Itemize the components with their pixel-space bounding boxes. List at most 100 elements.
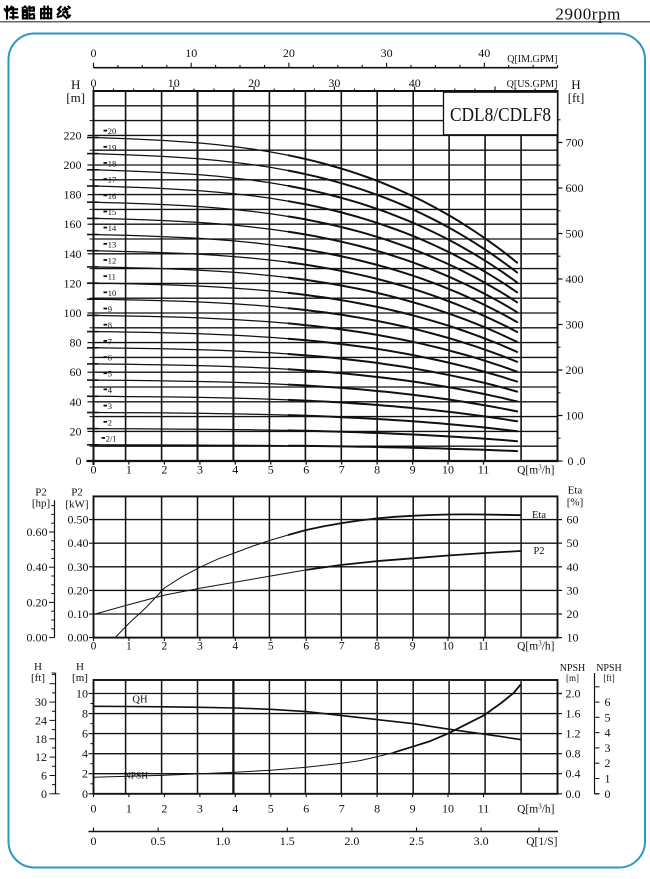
svg-text:[m]: [m] bbox=[66, 90, 85, 105]
svg-text:0: 0 bbox=[91, 76, 97, 90]
svg-text:0.40: 0.40 bbox=[27, 560, 48, 574]
svg-text:0 .0: 0 .0 bbox=[568, 454, 586, 468]
svg-text:P2: P2 bbox=[71, 487, 83, 499]
svg-text:NPSH: NPSH bbox=[124, 772, 148, 782]
svg-text:30: 30 bbox=[567, 583, 579, 597]
svg-text:3: 3 bbox=[197, 802, 203, 816]
svg-text:Q[m3/h]: Q[m3/h] bbox=[517, 803, 554, 816]
svg-text:80: 80 bbox=[70, 336, 82, 350]
svg-text:1.0: 1.0 bbox=[215, 834, 230, 848]
svg-text:5: 5 bbox=[268, 802, 274, 816]
svg-text:Q[m3/h]: Q[m3/h] bbox=[517, 464, 554, 477]
svg-text:[m]: [m] bbox=[72, 672, 88, 684]
svg-text:[hp]: [hp] bbox=[32, 498, 50, 510]
svg-text:NPSH: NPSH bbox=[596, 663, 622, 674]
svg-text:7: 7 bbox=[339, 802, 345, 816]
svg-text:9: 9 bbox=[108, 304, 112, 314]
svg-text:12: 12 bbox=[35, 750, 47, 764]
svg-text:20: 20 bbox=[108, 126, 117, 136]
svg-text:15: 15 bbox=[108, 207, 117, 217]
svg-text:7: 7 bbox=[339, 641, 345, 653]
svg-text:4: 4 bbox=[232, 641, 238, 653]
svg-text:1: 1 bbox=[126, 641, 132, 653]
svg-text:6: 6 bbox=[82, 727, 88, 741]
svg-text:1.2: 1.2 bbox=[566, 727, 581, 741]
svg-text:140: 140 bbox=[64, 247, 82, 261]
svg-text:4: 4 bbox=[82, 747, 88, 761]
svg-text:120: 120 bbox=[64, 276, 82, 290]
svg-text:0.20: 0.20 bbox=[27, 595, 48, 609]
svg-text:18: 18 bbox=[108, 158, 117, 168]
svg-text:11: 11 bbox=[478, 463, 490, 477]
svg-text:30: 30 bbox=[328, 76, 340, 90]
svg-text:20: 20 bbox=[283, 46, 295, 60]
svg-text:6: 6 bbox=[605, 695, 611, 709]
svg-text:600: 600 bbox=[566, 181, 584, 195]
svg-text:6: 6 bbox=[108, 353, 112, 363]
svg-text:H: H bbox=[71, 77, 80, 92]
svg-text:0: 0 bbox=[91, 463, 97, 477]
svg-text:3: 3 bbox=[197, 463, 203, 477]
svg-text:220: 220 bbox=[64, 128, 82, 142]
svg-text:Q[US.GPM]: Q[US.GPM] bbox=[507, 79, 558, 90]
svg-text:10: 10 bbox=[168, 76, 180, 90]
svg-text:3: 3 bbox=[605, 741, 611, 755]
svg-text:180: 180 bbox=[64, 188, 82, 202]
svg-text:[ft]: [ft] bbox=[31, 672, 45, 684]
svg-text:2: 2 bbox=[161, 463, 167, 477]
svg-text:2: 2 bbox=[82, 767, 88, 781]
svg-text:40: 40 bbox=[409, 76, 421, 90]
svg-text:12: 12 bbox=[108, 256, 117, 266]
svg-text:200: 200 bbox=[566, 363, 584, 377]
svg-text:40: 40 bbox=[567, 560, 579, 574]
svg-text:0: 0 bbox=[91, 802, 97, 816]
svg-text:0.5: 0.5 bbox=[151, 834, 166, 848]
svg-text:5: 5 bbox=[268, 463, 274, 477]
svg-text:0: 0 bbox=[91, 834, 97, 848]
svg-text:60: 60 bbox=[567, 513, 579, 527]
svg-text:24: 24 bbox=[35, 713, 47, 727]
svg-text:0: 0 bbox=[605, 787, 611, 801]
svg-text:1: 1 bbox=[605, 772, 611, 786]
svg-text:P2: P2 bbox=[533, 546, 544, 557]
svg-text:40: 40 bbox=[478, 46, 490, 60]
svg-text:[m]: [m] bbox=[566, 673, 579, 683]
svg-text:100: 100 bbox=[566, 409, 584, 423]
svg-text:[kW]: [kW] bbox=[65, 499, 88, 511]
svg-text:11: 11 bbox=[108, 272, 116, 282]
svg-text:0.30: 0.30 bbox=[68, 560, 89, 574]
svg-text:4: 4 bbox=[605, 726, 611, 740]
svg-text:7: 7 bbox=[339, 463, 345, 477]
svg-text:NPSH: NPSH bbox=[560, 663, 586, 674]
svg-text:2900rpm: 2900rpm bbox=[555, 5, 621, 24]
svg-text:20: 20 bbox=[248, 76, 260, 90]
svg-text:3.0: 3.0 bbox=[474, 834, 489, 848]
svg-text:1.5: 1.5 bbox=[280, 834, 295, 848]
svg-text:H: H bbox=[34, 661, 42, 673]
svg-text:6: 6 bbox=[303, 641, 309, 653]
svg-text:2.0: 2.0 bbox=[344, 834, 359, 848]
svg-text:[ft]: [ft] bbox=[568, 90, 585, 105]
svg-text:500: 500 bbox=[566, 227, 584, 241]
svg-text:2: 2 bbox=[162, 641, 168, 653]
svg-text:3: 3 bbox=[197, 641, 203, 653]
svg-text:Q[1/S]: Q[1/S] bbox=[526, 836, 557, 848]
svg-text:0: 0 bbox=[41, 787, 47, 801]
svg-text:11: 11 bbox=[478, 641, 489, 653]
svg-text:P2: P2 bbox=[35, 487, 47, 499]
svg-text:4: 4 bbox=[108, 385, 113, 395]
svg-text:[ft]: [ft] bbox=[603, 673, 615, 683]
svg-text:H: H bbox=[571, 77, 580, 92]
svg-text:10: 10 bbox=[108, 288, 117, 298]
svg-text:2/1: 2/1 bbox=[106, 433, 117, 443]
svg-text:5: 5 bbox=[108, 369, 112, 379]
svg-text:0: 0 bbox=[91, 46, 97, 60]
svg-text:2.5: 2.5 bbox=[409, 834, 424, 848]
svg-text:QH: QH bbox=[132, 695, 148, 706]
svg-text:13: 13 bbox=[108, 239, 117, 249]
svg-text:50: 50 bbox=[567, 536, 579, 550]
svg-text:2: 2 bbox=[605, 756, 611, 770]
svg-text:19: 19 bbox=[108, 142, 117, 152]
svg-text:1: 1 bbox=[126, 463, 132, 477]
svg-text:0.4: 0.4 bbox=[566, 767, 581, 781]
